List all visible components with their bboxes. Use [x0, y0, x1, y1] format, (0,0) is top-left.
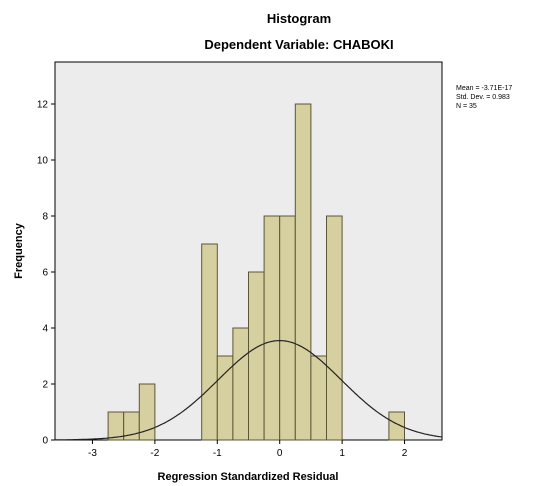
- x-axis: -3 -2 -1 0 1 2: [88, 440, 408, 459]
- y-tick-label-6: 6: [42, 268, 48, 279]
- histogram-bar-6: [201, 243, 218, 441]
- bars-group: [107, 103, 405, 441]
- histogram-bar-2: [138, 383, 156, 441]
- x-tick-label-0: 0: [277, 448, 283, 459]
- x-tick-label-2: 2: [402, 448, 408, 459]
- y-tick-label-2: 2: [42, 380, 48, 391]
- y-tick-label-12: 12: [37, 100, 49, 111]
- y-tick-label-4: 4: [42, 324, 48, 335]
- histogram-bar-14: [326, 215, 343, 441]
- y-axis-label: Frequency: [13, 222, 25, 279]
- histogram-bar-8: [232, 327, 249, 441]
- x-axis-label: Regression Standardized Residual: [158, 471, 339, 483]
- stats-box: Mean = -3.71E-17 Std. Dev. = 0.983 N = 3…: [456, 85, 512, 110]
- y-tick-label-0: 0: [42, 436, 48, 447]
- histogram-bar-13: [310, 355, 327, 441]
- histogram-bar-18: [388, 411, 405, 441]
- y-tick-label-8: 8: [42, 212, 48, 223]
- x-tick-label-1: 1: [339, 448, 345, 459]
- histogram-bar-10: [263, 215, 281, 441]
- chart-subtitle: Dependent Variable: CHABOKI: [204, 37, 393, 52]
- stat-std: Std. Dev. = 0.983: [456, 94, 510, 101]
- x-tick-label--3: -3: [88, 448, 97, 459]
- normal-curve: [55, 340, 443, 441]
- y-tick-label-10: 10: [37, 156, 49, 167]
- x-tick-label--2: -2: [150, 448, 159, 459]
- x-tick-label--1: -1: [213, 448, 222, 459]
- chart-title: Histogram: [267, 11, 331, 26]
- histogram-bar-11: [279, 215, 296, 441]
- stat-mean: Mean = -3.71E-17: [456, 85, 512, 92]
- histogram-bar-0: [107, 411, 125, 441]
- histogram-bar-9: [248, 271, 265, 441]
- stat-n: N = 35: [456, 103, 477, 110]
- y-axis: 0 2 4 6 8 10 12: [37, 100, 55, 447]
- normal-curve-group: [55, 340, 443, 441]
- histogram-bar-12: [294, 103, 312, 441]
